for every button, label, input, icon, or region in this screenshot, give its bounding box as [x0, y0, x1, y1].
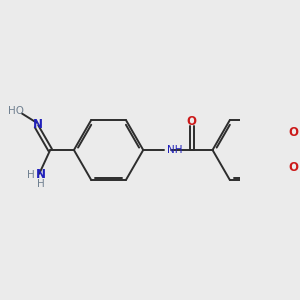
Text: H: H	[27, 169, 35, 180]
Text: HO: HO	[8, 106, 25, 116]
Text: O: O	[288, 126, 298, 139]
Text: O: O	[288, 161, 298, 174]
Text: NH: NH	[167, 145, 183, 155]
Text: O: O	[187, 115, 196, 128]
Text: N: N	[36, 168, 46, 181]
Text: H: H	[37, 179, 45, 189]
Text: N: N	[32, 118, 42, 131]
